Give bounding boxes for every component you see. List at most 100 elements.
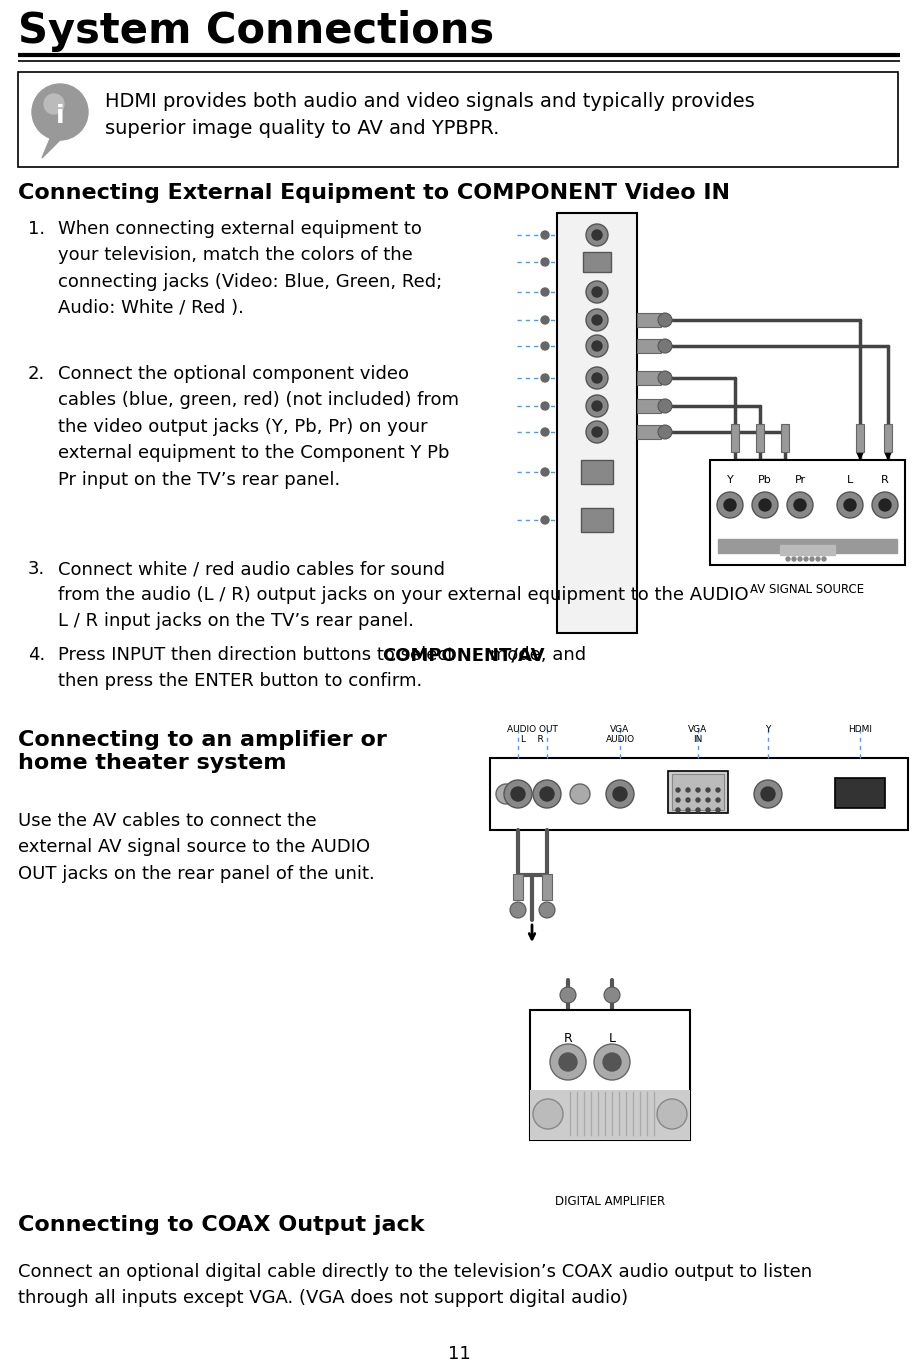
Bar [637, 313, 661, 327]
Circle shape [706, 788, 710, 792]
Circle shape [787, 491, 813, 519]
Circle shape [592, 314, 602, 325]
Text: When connecting external equipment to
your television, match the colors of the
c: When connecting external equipment to yo… [58, 220, 442, 317]
Circle shape [586, 335, 608, 357]
Text: i: i [56, 103, 64, 128]
Circle shape [613, 787, 627, 802]
Circle shape [804, 557, 808, 561]
Text: L: L [847, 475, 853, 485]
Bar [581, 460, 613, 485]
Bar [637, 339, 661, 352]
Circle shape [560, 987, 576, 1003]
Circle shape [724, 499, 736, 510]
Circle shape [676, 798, 680, 802]
Circle shape [759, 499, 771, 510]
Circle shape [658, 372, 672, 385]
Circle shape [541, 259, 549, 265]
Text: VGA
AUDIO: VGA AUDIO [606, 725, 634, 744]
Bar [581, 508, 613, 532]
Circle shape [706, 808, 710, 813]
Circle shape [541, 427, 549, 436]
Text: System Connections: System Connections [18, 10, 494, 52]
Text: HDMI provides both audio and video signals and typically provides
superior image: HDMI provides both audio and video signa… [105, 93, 755, 139]
Circle shape [533, 780, 561, 808]
Circle shape [541, 516, 549, 524]
Bar [18, 72, 898, 167]
Bar [756, 425, 764, 452]
Circle shape [592, 230, 602, 240]
Circle shape [837, 491, 863, 519]
Polygon shape [42, 133, 62, 158]
Text: L: L [609, 1032, 615, 1045]
Circle shape [822, 557, 826, 561]
Text: Connecting to an amplifier or
home theater system: Connecting to an amplifier or home theat… [18, 729, 386, 773]
Text: HDMI: HDMI [848, 725, 872, 734]
Circle shape [658, 399, 672, 412]
Circle shape [879, 499, 891, 510]
Circle shape [658, 425, 672, 440]
Circle shape [586, 225, 608, 246]
Circle shape [586, 395, 608, 416]
Circle shape [32, 84, 88, 140]
Text: Connecting to COAX Output jack: Connecting to COAX Output jack [18, 1215, 424, 1234]
Circle shape [658, 313, 672, 327]
Bar [710, 460, 905, 565]
Circle shape [540, 787, 554, 802]
Circle shape [603, 1053, 621, 1071]
Text: L / R input jacks on the TV’s rear panel.: L / R input jacks on the TV’s rear panel… [58, 612, 414, 630]
Text: AUDIO OUT
L    R: AUDIO OUT L R [507, 725, 557, 744]
Text: Connect an optional digital cable directly to the television’s COAX audio output: Connect an optional digital cable direct… [18, 1263, 812, 1307]
Text: Pr: Pr [794, 475, 806, 485]
Bar [856, 425, 864, 452]
Text: DIGITAL AMPLIFIER: DIGITAL AMPLIFIER [555, 1195, 665, 1209]
Text: 3.: 3. [28, 559, 45, 578]
Circle shape [798, 557, 802, 561]
Circle shape [716, 788, 720, 792]
Bar [884, 425, 892, 452]
Circle shape [541, 289, 549, 295]
Bar [637, 372, 661, 385]
Bar [780, 544, 835, 555]
Text: then press the ENTER button to confirm.: then press the ENTER button to confirm. [58, 672, 422, 690]
Circle shape [541, 374, 549, 382]
Circle shape [504, 780, 532, 808]
Bar [542, 874, 552, 900]
Bar [718, 539, 897, 553]
Bar [513, 874, 523, 900]
Text: AV SIGNAL SOURCE: AV SIGNAL SOURCE [750, 583, 865, 596]
Circle shape [686, 788, 690, 792]
Circle shape [559, 1053, 577, 1071]
Circle shape [657, 1098, 687, 1130]
Circle shape [550, 1044, 586, 1081]
Text: COMPONENT/AV: COMPONENT/AV [382, 646, 544, 664]
Circle shape [810, 557, 814, 561]
Bar [490, 758, 908, 830]
Text: mode, and: mode, and [484, 646, 586, 664]
Bar [583, 252, 611, 272]
Circle shape [706, 798, 710, 802]
Circle shape [592, 401, 602, 411]
Bar [530, 1090, 690, 1141]
Bar [637, 425, 661, 440]
Circle shape [510, 902, 526, 919]
Circle shape [592, 342, 602, 351]
Bar [557, 214, 637, 633]
Circle shape [754, 780, 782, 808]
Circle shape [676, 788, 680, 792]
Text: Connect the optional component video
cables (blue, green, red) (not included) fr: Connect the optional component video cab… [58, 365, 459, 489]
Circle shape [716, 808, 720, 813]
Circle shape [794, 499, 806, 510]
Bar [668, 770, 728, 813]
Text: Use the AV cables to connect the
external AV signal source to the AUDIO
OUT jack: Use the AV cables to connect the externa… [18, 813, 375, 883]
Circle shape [570, 784, 590, 804]
Text: 4.: 4. [28, 646, 45, 664]
Circle shape [716, 798, 720, 802]
Circle shape [592, 427, 602, 437]
Text: Y: Y [727, 475, 733, 485]
Bar [490, 720, 908, 758]
Bar [672, 774, 724, 810]
Text: VGA
IN: VGA IN [688, 725, 708, 744]
Bar [530, 1010, 690, 1141]
Circle shape [816, 557, 820, 561]
Text: 11: 11 [448, 1345, 470, 1361]
